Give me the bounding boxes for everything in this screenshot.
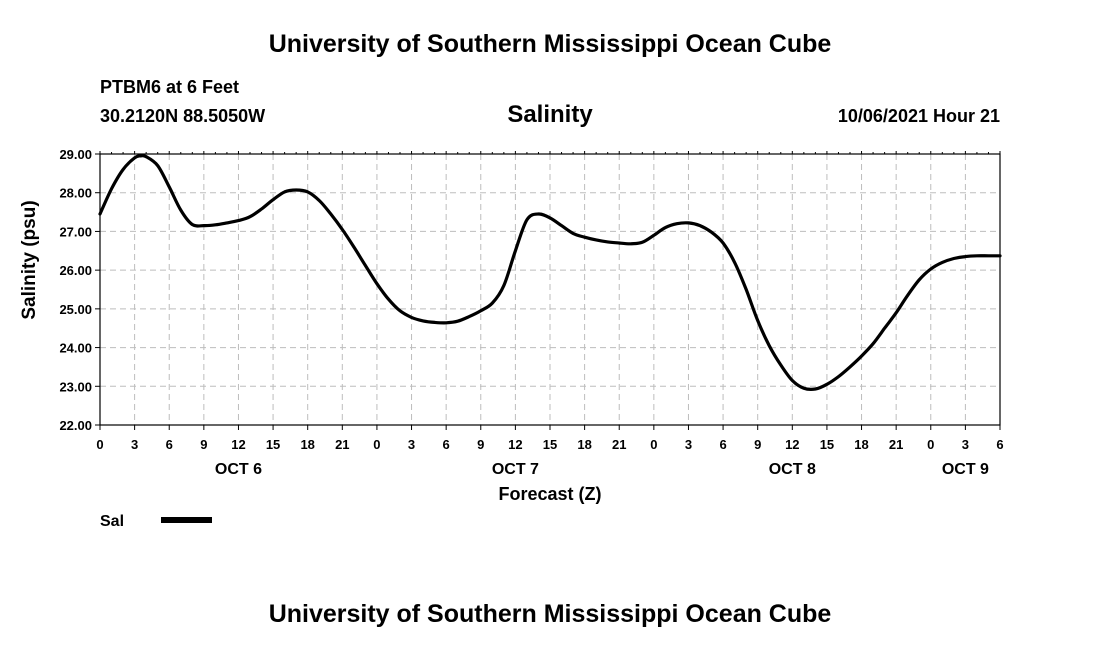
x-tick-label: 21: [335, 437, 349, 452]
day-label: OCT 8: [769, 461, 816, 478]
x-tick-label: 6: [166, 437, 173, 452]
y-tick-label: 27.00: [59, 224, 92, 239]
x-tick-label: 18: [854, 437, 868, 452]
y-tick-label: 24.00: [59, 341, 92, 356]
day-label: OCT 7: [492, 461, 539, 478]
x-tick-label: 9: [200, 437, 207, 452]
x-tick-label: 6: [443, 437, 450, 452]
x-tick-label: 0: [96, 437, 103, 452]
x-tick-label: 0: [373, 437, 380, 452]
plot-frame: [99, 153, 1001, 426]
y-tick-label: 25.00: [59, 302, 92, 317]
coordinates-label: 30.2120N 88.5050W: [100, 106, 266, 126]
x-tick-label: 9: [754, 437, 761, 452]
x-tick-label: 0: [927, 437, 934, 452]
series-group: [98, 154, 1002, 391]
axes: 22.00 23.00 24.00 25.00 26.00 27.00 28.00 29.00…: [59, 147, 1003, 478]
x-tick-label: 6: [719, 437, 726, 452]
x-tick-label: 3: [962, 437, 969, 452]
x-tick-label: 15: [820, 437, 834, 452]
x-tick-label: 18: [577, 437, 591, 452]
x-tick-label: 21: [889, 437, 903, 452]
chart-title-top: University of Southern Mississippi Ocean…: [268, 30, 832, 58]
y-tick-label: 22.00: [59, 418, 92, 433]
y-tick-label: 26.00: [59, 263, 92, 278]
day-label: OCT 6: [215, 461, 262, 478]
day-label: OCT 9: [942, 461, 989, 478]
x-tick-label: 18: [300, 437, 314, 452]
legend-label: Sal: [100, 513, 124, 530]
timestamp-label: 10/06/2021 Hour 21: [837, 106, 1000, 126]
x-tick-label: 6: [996, 437, 1003, 452]
x-tick-label: 12: [231, 437, 245, 452]
y-tick-label: 29.00: [59, 147, 92, 162]
x-tick-label: 15: [543, 437, 557, 452]
x-tick-label: 3: [131, 437, 138, 452]
x-axis-label: Forecast (Z): [498, 484, 601, 504]
y-tick-label: 28.00: [59, 186, 92, 201]
grid-lines: [100, 154, 1000, 425]
station-label: PTBM6 at 6 Feet: [100, 77, 240, 97]
x-tick-label: 3: [685, 437, 692, 452]
y-tick-label: 23.00: [59, 379, 92, 394]
series-line-sal: [98, 154, 1002, 391]
x-tick-label: 15: [266, 437, 280, 452]
x-tick-label: 0: [650, 437, 657, 452]
chart-title-bottom: University of Southern Mississippi Ocean…: [268, 600, 832, 628]
x-tick-label: 3: [408, 437, 415, 452]
y-axis-label: Salinity (psu): [19, 200, 40, 319]
x-tick-label: 21: [612, 437, 626, 452]
x-tick-label: 9: [477, 437, 484, 452]
x-tick-label: 12: [785, 437, 799, 452]
x-tick-label: 12: [508, 437, 522, 452]
variable-title: Salinity: [507, 101, 593, 128]
